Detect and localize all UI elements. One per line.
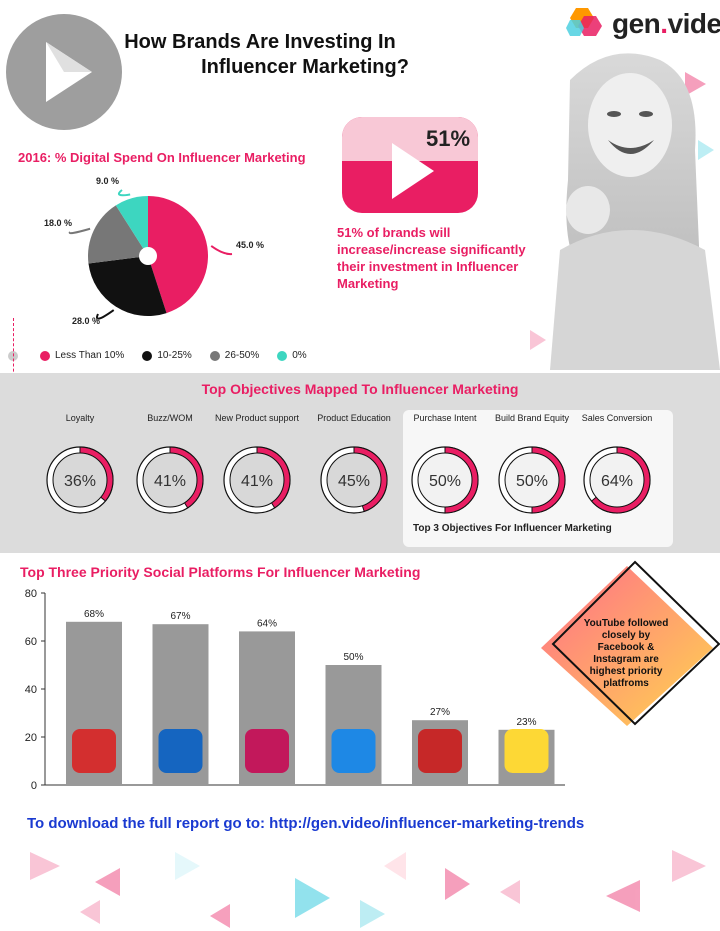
- pie-slice: [148, 196, 208, 314]
- objective-label: Loyalty: [65, 413, 95, 423]
- twitter-icon: [331, 729, 376, 773]
- logo-dot: .: [660, 8, 668, 39]
- pie-legend: Less Than 10% 10-25% 26-50% 0%: [40, 350, 307, 361]
- note-diamond: [541, 560, 720, 726]
- bar-chart-title: Top Three Priority Social Platforms For …: [20, 564, 421, 580]
- bar-value-label: 64%: [257, 618, 277, 629]
- donut-center: [589, 452, 645, 508]
- title-line-1: How Brands Are Investing In: [124, 31, 396, 53]
- pie-slice: [88, 205, 148, 264]
- pinterest-icon: [418, 729, 462, 773]
- objective-label: Product Education: [317, 413, 391, 423]
- y-tick-label: 0: [31, 780, 37, 792]
- pie-leader-line: [96, 309, 115, 320]
- logo-suffix: video: [667, 8, 720, 39]
- bar-value-label: 23%: [516, 717, 536, 728]
- donut-value-label: 41%: [241, 473, 273, 490]
- legend-label: 10-25%: [157, 350, 192, 361]
- donut-center: [229, 452, 285, 508]
- instagram-icon: [245, 729, 289, 773]
- video-play-icon: [342, 117, 478, 213]
- donut-center: [326, 452, 382, 508]
- pie-data-label: 45.0 %: [236, 240, 264, 250]
- pie-chart: 45.0 % 28.0 % 18.0 % 9.0 %: [44, 176, 264, 326]
- play-circle-icon: [6, 14, 122, 130]
- donut-value-label: 45%: [338, 473, 370, 490]
- youtube-icon: [72, 729, 116, 773]
- donut-value-label: 64%: [601, 473, 633, 490]
- legend-swatch: [142, 350, 153, 361]
- bar-chart: 0 20 40 60 80 68% 67% 64% 50% 27% 23%: [25, 588, 565, 792]
- legend-item: Less Than 10%: [40, 350, 124, 361]
- pie-slice: [88, 256, 167, 316]
- objectives-title: Top Objectives Mapped To Influencer Mark…: [201, 381, 519, 397]
- top3-caption: Top 3 Objectives For Influencer Marketin…: [413, 523, 612, 534]
- facebook-icon: [158, 729, 203, 773]
- logo-prefix: gen: [612, 8, 661, 39]
- legend-label: 26-50%: [224, 350, 260, 361]
- pie-center-hole: [139, 247, 157, 265]
- legend-item: 26-50%: [209, 350, 260, 361]
- pie-leader-line: [68, 227, 91, 235]
- pie-chart-title: 2016: % Digital Spend On Influencer Mark…: [18, 150, 306, 165]
- donut-center: [52, 452, 108, 508]
- title-line-2: Influencer Marketing?: [201, 56, 409, 78]
- y-tick-label: 60: [25, 636, 37, 648]
- donut-center: [417, 452, 473, 508]
- legend-swatch: [277, 350, 288, 361]
- donut-value-label: 50%: [516, 473, 548, 490]
- logo-mark-icon: [566, 8, 602, 36]
- download-link[interactable]: To download the full report go to: http:…: [27, 815, 585, 832]
- bar-value-label: 67%: [170, 611, 190, 622]
- pie-leader-line: [210, 245, 233, 256]
- objective-label: Purchase Intent: [413, 413, 477, 423]
- pie-data-label: 28.0 %: [72, 316, 100, 326]
- y-tick-label: 20: [25, 732, 37, 744]
- y-tick-label: 40: [25, 684, 37, 696]
- bar-value-label: 50%: [343, 652, 363, 663]
- stat-value: 51%: [426, 126, 471, 151]
- y-tick-label: 80: [25, 588, 37, 600]
- legend-swatch: [40, 350, 50, 361]
- woman-photo: [550, 53, 720, 370]
- pie-data-label: 9.0 %: [96, 176, 119, 186]
- donut-value-label: 36%: [64, 473, 96, 490]
- donut-center: [142, 452, 198, 508]
- objective-label: Sales Conversion: [581, 413, 653, 423]
- pie-data-label: 18.0 %: [44, 218, 72, 228]
- note-text: YouTube followed closely by Facebook & I…: [583, 618, 669, 689]
- objective-label: New Product support: [214, 413, 300, 423]
- legend-swatch: [209, 350, 220, 361]
- objective-label: Build Brand Equity: [494, 413, 570, 423]
- pie-slice: [115, 196, 148, 256]
- donut-value-label: 50%: [429, 473, 461, 490]
- objective-label: Buzz/WOM: [147, 413, 193, 423]
- bar-value-label: 68%: [84, 609, 104, 620]
- objective-donuts: 36% 41% 41% 45% 50% 50% 64%: [46, 446, 651, 514]
- page-title: How Brands Are Investing In Influencer M…: [0, 30, 520, 80]
- logo: gen.video: [612, 8, 720, 40]
- donut-value-label: 41%: [154, 473, 186, 490]
- legend-item: 0%: [277, 350, 307, 361]
- snapchat-icon: [504, 729, 549, 773]
- legend-label: Less Than 10%: [55, 350, 125, 361]
- pie-leader-line: [117, 189, 131, 197]
- stat-text: 51% of brands will increase/increase sig…: [337, 225, 526, 291]
- legend-item: 10-25%: [142, 350, 192, 361]
- donut-center: [504, 452, 560, 508]
- bar-value-label: 27%: [430, 707, 450, 718]
- legend-label: 0%: [292, 350, 307, 361]
